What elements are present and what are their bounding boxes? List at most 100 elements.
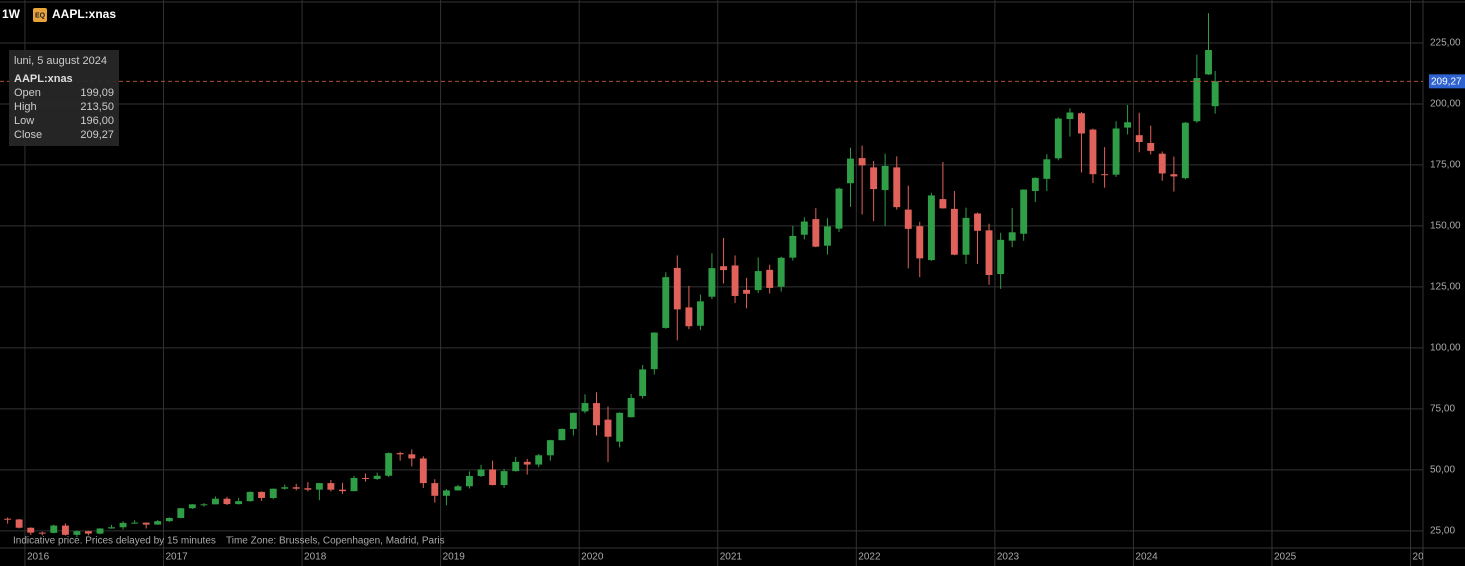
x-tick-label: 2026 (1413, 552, 1436, 563)
candle-body (604, 419, 612, 437)
candle-body (1112, 128, 1120, 175)
candle-body (593, 403, 600, 426)
candle-body (696, 301, 704, 326)
y-tick-label: 175,00 (1430, 160, 1461, 171)
timezone: Time Zone: Brussels, Copenhagen, Madrid,… (226, 536, 445, 547)
y-tick-label: 200,00 (1430, 99, 1461, 110)
candle-body (465, 476, 473, 487)
tooltip-label: Low (14, 115, 35, 127)
candle-body (84, 531, 92, 534)
candle-body (800, 221, 808, 235)
candle-body (419, 458, 427, 484)
symbol[interactable]: AAPL:xnas (52, 7, 116, 21)
candle-body (962, 217, 970, 255)
candle-body (373, 475, 381, 479)
candle-body (558, 428, 566, 441)
candle-body (1205, 50, 1212, 75)
candle-body (1008, 232, 1016, 241)
candle-body (627, 397, 635, 418)
y-tick-label: 225,00 (1430, 38, 1461, 49)
x-tick-label: 2018 (304, 552, 327, 563)
candle-body (73, 531, 81, 535)
tooltip-row: High 213,50 (9, 100, 119, 114)
candle-body (546, 440, 554, 456)
tooltip-value: 213,50 (80, 101, 114, 113)
candle-body (281, 487, 289, 489)
tooltip-symbol: AAPL:xnas (14, 73, 73, 85)
candle-body (1147, 143, 1155, 151)
candle-body (812, 219, 820, 247)
candle-body (512, 461, 520, 472)
candle-body (292, 487, 300, 489)
candle-body (881, 165, 889, 191)
candle-body (523, 461, 531, 465)
candle-body (662, 277, 670, 328)
notice: Indicative price. Prices delayed by 15 m… (13, 536, 216, 547)
candle-body (177, 508, 185, 518)
candle-body (535, 455, 543, 465)
candle-body (396, 453, 404, 455)
tooltip-row: Low 196,00 (9, 114, 119, 128)
candle-body (1124, 122, 1132, 128)
candle-body (223, 498, 231, 505)
candle-body (1211, 81, 1219, 107)
tooltip-row: Open 199,09 (9, 86, 119, 100)
candle-body (500, 471, 508, 486)
candle-body (1089, 129, 1097, 175)
tooltip: luni, 5 august 2024 AAPL:xnas Open 199,09… (9, 50, 119, 146)
candle-body (431, 483, 439, 496)
candle-body (1078, 113, 1085, 134)
candle-body (870, 167, 878, 190)
candle-body (673, 267, 681, 310)
last-price-box (1429, 74, 1465, 89)
candle-body (743, 289, 751, 294)
candle-body (1158, 153, 1166, 174)
y-tick-label: 75,00 (1430, 404, 1455, 415)
x-tick-label: 2020 (581, 552, 604, 563)
candle-body (142, 522, 150, 525)
candle-body (61, 525, 69, 535)
candle-body (131, 522, 139, 524)
candle-body (650, 332, 658, 370)
candle-body (985, 230, 993, 275)
candle-body (477, 469, 485, 477)
candle-body (442, 490, 450, 496)
x-tick-label: 2021 (720, 552, 743, 563)
candle-body (777, 257, 785, 287)
candle-body (27, 527, 35, 533)
candle-body (315, 483, 323, 490)
candle-body (154, 521, 162, 525)
tooltip-value: 199,09 (80, 87, 114, 99)
candle-body (974, 213, 981, 231)
interval[interactable]: 1W (2, 7, 21, 21)
candle-body (212, 498, 219, 505)
candle-body (454, 486, 462, 491)
tooltip-value: 209,27 (80, 129, 114, 141)
candle-body (950, 208, 958, 255)
x-tick-label: 2023 (997, 552, 1020, 563)
candle-body (362, 477, 369, 479)
candle-body (1043, 159, 1051, 179)
candle-body (754, 271, 762, 291)
candle-body (639, 369, 647, 396)
last-price-label: 209,27 (1431, 76, 1462, 87)
candle-body (858, 158, 866, 166)
candle-body (569, 412, 577, 429)
candle-body (1181, 122, 1189, 179)
badge-box (33, 8, 47, 22)
candle-body (1054, 118, 1062, 159)
badge: EQ (35, 12, 46, 19)
candle-body (108, 527, 115, 529)
candle-body (904, 209, 912, 229)
candle-body (939, 199, 947, 209)
x-tick-label: 2022 (858, 552, 881, 563)
x-tick-label: 2025 (1274, 552, 1297, 563)
candle-body (165, 517, 173, 522)
tooltip-value: 196,00 (80, 115, 114, 127)
candle-body (1170, 174, 1178, 177)
candle-body (1193, 78, 1201, 122)
candle-body (38, 532, 46, 534)
candle-body (835, 188, 843, 229)
candle-body (1031, 177, 1039, 192)
